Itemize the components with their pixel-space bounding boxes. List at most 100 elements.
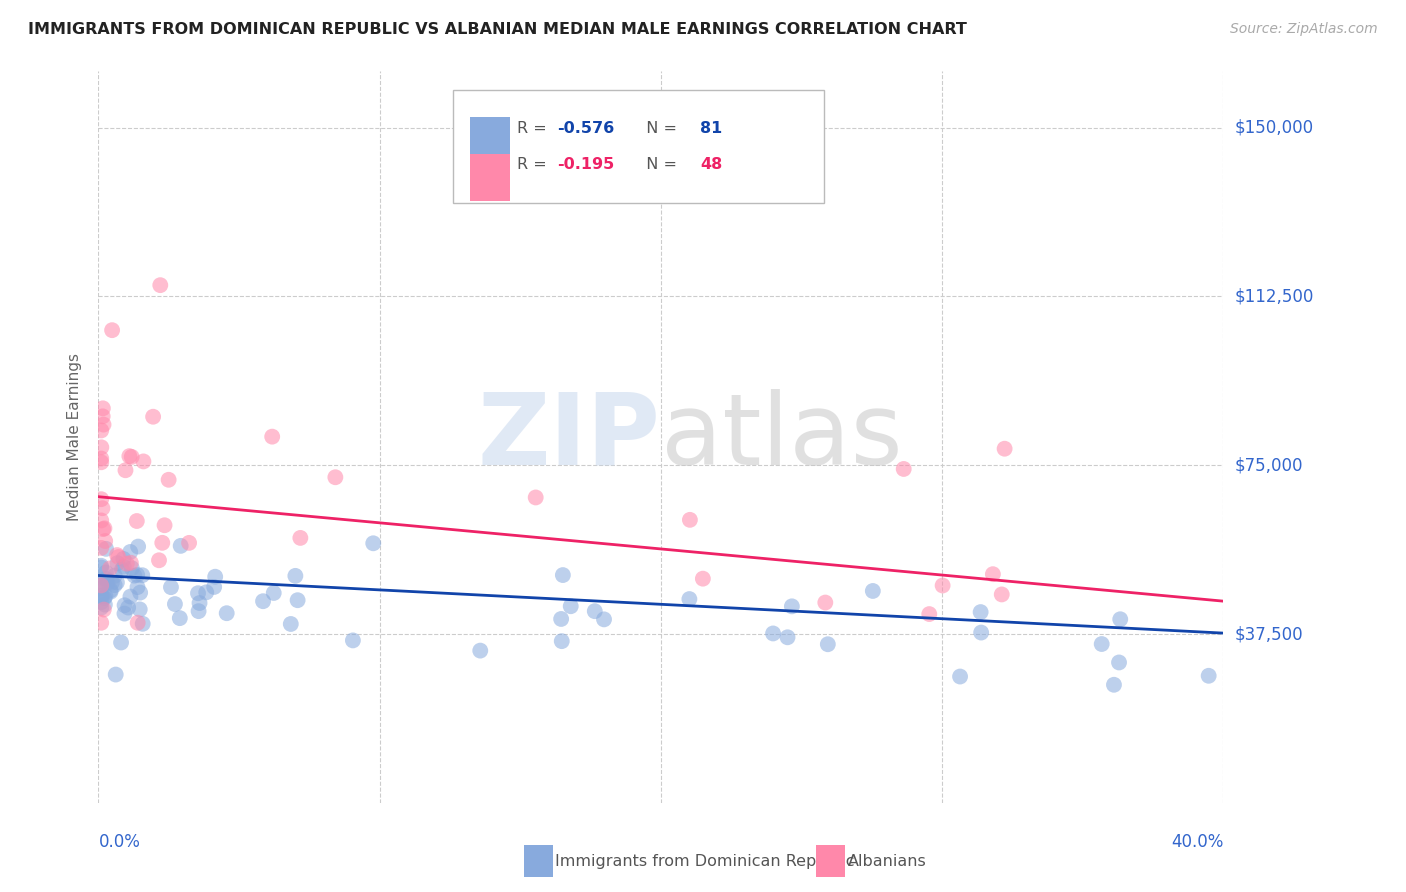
Point: [280, 617, 302, 632]
Point: [131, 568, 153, 582]
Point: [342, 633, 364, 648]
Point: [994, 442, 1017, 456]
Point: [100, 584, 122, 599]
Point: [970, 625, 993, 640]
Point: [98, 561, 121, 575]
Point: [94, 566, 117, 580]
Point: [112, 559, 135, 574]
FancyBboxPatch shape: [453, 90, 824, 203]
Point: [949, 669, 972, 683]
Point: [170, 539, 193, 553]
Point: [110, 635, 132, 649]
Point: [262, 430, 284, 444]
Text: -0.576: -0.576: [557, 121, 614, 136]
Point: [111, 563, 134, 577]
Point: [117, 600, 139, 615]
Y-axis label: Median Male Earnings: Median Male Earnings: [67, 353, 83, 521]
Point: [114, 599, 136, 613]
Text: N =: N =: [636, 158, 682, 172]
Point: [893, 462, 915, 476]
Point: [105, 575, 128, 590]
Point: [560, 599, 582, 614]
Point: [125, 514, 148, 528]
Text: R =: R =: [517, 121, 551, 136]
Point: [94, 589, 117, 603]
Point: [1109, 612, 1132, 626]
Point: [1091, 637, 1114, 651]
Text: IMMIGRANTS FROM DOMINICAN REPUBLIC VS ALBANIAN MEDIAN MALE EARNINGS CORRELATION : IMMIGRANTS FROM DOMINICAN REPUBLIC VS AL…: [28, 22, 967, 37]
FancyBboxPatch shape: [470, 154, 510, 201]
Point: [153, 518, 176, 533]
Point: [679, 513, 702, 527]
FancyBboxPatch shape: [470, 118, 510, 164]
Point: [90, 558, 112, 573]
Text: 40.0%: 40.0%: [1171, 833, 1223, 851]
Point: [169, 611, 191, 625]
Point: [157, 473, 180, 487]
Point: [163, 597, 186, 611]
Point: [814, 596, 837, 610]
Point: [107, 556, 129, 570]
FancyBboxPatch shape: [815, 846, 845, 878]
Point: [96, 575, 118, 590]
Point: [195, 585, 218, 599]
Point: [160, 580, 183, 594]
Point: [100, 583, 122, 598]
Point: [90, 578, 112, 592]
Point: [90, 492, 112, 507]
Point: [1198, 669, 1220, 683]
Point: [361, 536, 384, 550]
Text: $112,500: $112,500: [1234, 287, 1313, 305]
Text: $150,000: $150,000: [1234, 119, 1313, 136]
Point: [101, 575, 124, 590]
Text: 48: 48: [700, 158, 723, 172]
Text: N =: N =: [636, 121, 682, 136]
Text: Immigrants from Dominican Republic: Immigrants from Dominican Republic: [555, 854, 855, 869]
Point: [90, 581, 112, 595]
Point: [129, 585, 152, 599]
Point: [593, 612, 616, 626]
Point: [132, 454, 155, 468]
Point: [90, 595, 112, 609]
Point: [93, 591, 115, 605]
Point: [918, 607, 941, 621]
Point: [118, 449, 141, 463]
Point: [91, 401, 114, 416]
Point: [104, 667, 127, 681]
Point: [131, 616, 153, 631]
Point: [94, 598, 117, 612]
Point: [120, 590, 142, 604]
Text: Source: ZipAtlas.com: Source: ZipAtlas.com: [1230, 22, 1378, 37]
Point: [94, 572, 117, 586]
Point: [202, 580, 225, 594]
Point: [128, 602, 150, 616]
Text: -0.195: -0.195: [557, 158, 614, 172]
Point: [90, 424, 112, 438]
Point: [127, 568, 149, 582]
Point: [107, 549, 129, 564]
Point: [94, 541, 117, 556]
Point: [127, 580, 149, 594]
Point: [127, 615, 149, 630]
Text: $75,000: $75,000: [1234, 456, 1303, 475]
Point: [120, 556, 142, 570]
Point: [94, 534, 117, 549]
Point: [90, 589, 112, 603]
Point: [115, 557, 138, 571]
Point: [114, 607, 136, 621]
Point: [969, 605, 991, 619]
Point: [124, 568, 146, 582]
Point: [981, 567, 1004, 582]
Point: [127, 540, 149, 554]
Point: [104, 578, 127, 592]
Point: [121, 450, 143, 464]
Point: [187, 586, 209, 600]
Point: [90, 574, 112, 588]
Point: [290, 531, 312, 545]
Point: [101, 323, 124, 337]
Point: [817, 637, 839, 651]
Point: [112, 552, 135, 566]
Point: [90, 451, 112, 466]
Point: [550, 612, 572, 626]
Point: [1102, 678, 1125, 692]
